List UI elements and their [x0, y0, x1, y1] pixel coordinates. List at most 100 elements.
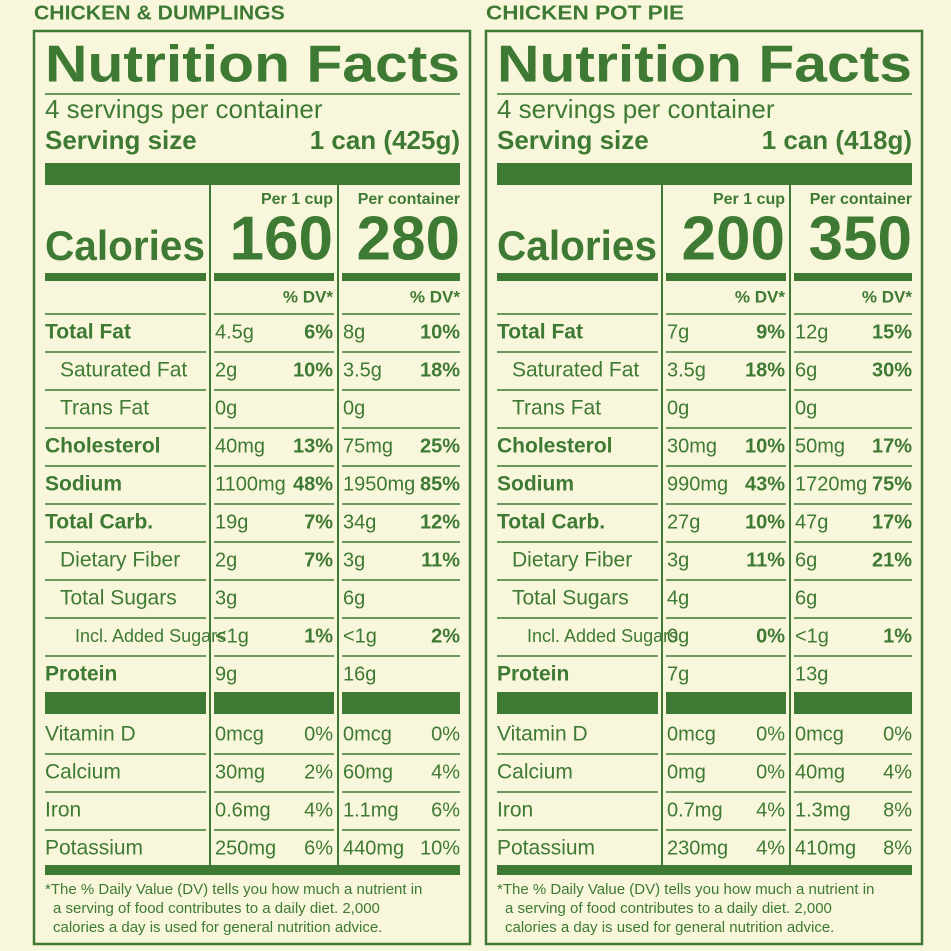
dv-per-cup: 0%	[756, 723, 785, 745]
amount-per-cup: 230mg	[667, 837, 728, 859]
amount-per-container: 75mg	[343, 435, 393, 457]
amount-per-cup: 4g	[667, 587, 689, 609]
amount-per-container: 3.5g	[343, 359, 382, 381]
amount-per-cup: 3.5g	[667, 359, 706, 381]
amount-per-container: 50mg	[795, 435, 845, 457]
dv-per-cup: 0%	[756, 625, 785, 647]
nutrient-name: Sodium	[45, 473, 122, 496]
rule-bar	[497, 273, 658, 281]
nutrient-name: Saturated Fat	[60, 359, 187, 382]
dv-per-cup: 10%	[293, 359, 333, 381]
rule-bar	[214, 273, 334, 281]
servings: 4 servings per container	[45, 94, 323, 124]
nutrient-name: Total Carb.	[497, 511, 605, 534]
dv-header: % DV*	[283, 287, 333, 306]
dv-header: % DV*	[862, 287, 912, 306]
amount-per-container: 60mg	[343, 761, 393, 783]
amount-per-cup: 0g	[215, 397, 237, 419]
amount-per-cup: <1g	[215, 625, 249, 647]
rule-bar	[45, 163, 460, 185]
amount-per-container: 440mg	[343, 837, 404, 859]
nutrient-name: Total Sugars	[60, 587, 177, 610]
amount-per-container: 16g	[343, 663, 376, 685]
serving-size-label: Serving size	[45, 125, 197, 155]
dv-per-cup: 4%	[756, 799, 785, 821]
dv-per-container: 4%	[883, 761, 912, 783]
amount-per-cup: 0mg	[667, 761, 706, 783]
dv-per-container: 8%	[883, 837, 912, 859]
amount-per-cup: 3g	[215, 587, 237, 609]
rule-bar	[794, 692, 912, 714]
amount-per-container: 0mcg	[795, 723, 844, 745]
dv-per-container: 15%	[872, 321, 912, 343]
dv-per-container: 18%	[420, 359, 460, 381]
rule-bar	[342, 692, 460, 714]
per-cup-header: Per 1 cup	[261, 191, 333, 208]
dv-per-container: 11%	[421, 549, 460, 571]
amount-per-container: 6g	[343, 587, 365, 609]
nutrient-name: Potassium	[497, 837, 595, 860]
nutrient-name: Cholesterol	[45, 435, 161, 458]
product-name: CHICKEN & DUMPLINGS	[34, 2, 285, 24]
amount-per-container: 1.1mg	[343, 799, 399, 821]
amount-per-cup: 990mg	[667, 473, 728, 495]
nutrient-name: Iron	[497, 799, 533, 822]
label-border	[484, 29, 924, 946]
per-container-header: Per container	[810, 191, 912, 208]
nutrient-name: Dietary Fiber	[60, 549, 180, 572]
amount-per-cup: 250mg	[215, 837, 276, 859]
amount-per-cup: 0g	[667, 625, 689, 647]
amount-per-container: 3g	[343, 549, 365, 571]
dv-per-container: 8%	[883, 799, 912, 821]
dv-per-cup: 2%	[304, 761, 333, 783]
dv-per-cup: 0%	[756, 761, 785, 783]
dv-header: % DV*	[410, 287, 460, 306]
nutrient-name: Total Carb.	[45, 511, 153, 534]
dv-per-container: 17%	[872, 435, 912, 457]
amount-per-container: 34g	[343, 511, 376, 533]
label-title: Nutrition Facts	[497, 36, 912, 94]
nutrient-name: Total Sugars	[512, 587, 629, 610]
amount-per-container: 1.3mg	[795, 799, 851, 821]
nutrient-name: Potassium	[45, 837, 143, 860]
dv-per-container: 0%	[431, 723, 460, 745]
per-cup-header: Per 1 cup	[713, 191, 785, 208]
dv-per-container: 30%	[872, 359, 912, 381]
amount-per-cup: 40mg	[215, 435, 265, 457]
amount-per-cup: 0g	[667, 397, 689, 419]
dv-per-container: 10%	[420, 837, 460, 859]
dv-per-cup: 13%	[293, 435, 333, 457]
rule-bar	[214, 692, 334, 714]
footnote-line: calories a day is used for general nutri…	[53, 919, 382, 936]
rule-bar	[666, 692, 786, 714]
rule-bar	[45, 865, 460, 875]
nutrient-name: Protein	[497, 663, 569, 686]
amount-per-container: 47g	[795, 511, 828, 533]
rule-bar	[666, 273, 786, 281]
label-border	[32, 29, 472, 946]
footnote-line: calories a day is used for general nutri…	[505, 919, 834, 936]
amount-per-cup: 0.7mg	[667, 799, 723, 821]
amount-per-container: 410mg	[795, 837, 856, 859]
amount-per-cup: 30mg	[667, 435, 717, 457]
dv-per-container: 1%	[883, 625, 912, 647]
amount-per-container: 1720mg	[795, 473, 867, 495]
rule-bar	[45, 692, 206, 714]
dv-per-cup: 4%	[756, 837, 785, 859]
rule-bar	[794, 273, 912, 281]
per-container-header: Per container	[358, 191, 460, 208]
footnote-line: *The % Daily Value (DV) tells you how mu…	[497, 881, 874, 898]
amount-per-cup: 30mg	[215, 761, 265, 783]
amount-per-container: <1g	[795, 625, 829, 647]
dv-per-container: 17%	[872, 511, 912, 533]
rule-bar	[342, 273, 460, 281]
dv-per-cup: 10%	[745, 511, 785, 533]
amount-per-cup: 4.5g	[215, 321, 254, 343]
nutrient-name: Vitamin D	[45, 723, 136, 746]
calories-per-cup: 200	[682, 204, 785, 273]
dv-per-container: 75%	[872, 473, 912, 495]
dv-per-cup: 4%	[304, 799, 333, 821]
